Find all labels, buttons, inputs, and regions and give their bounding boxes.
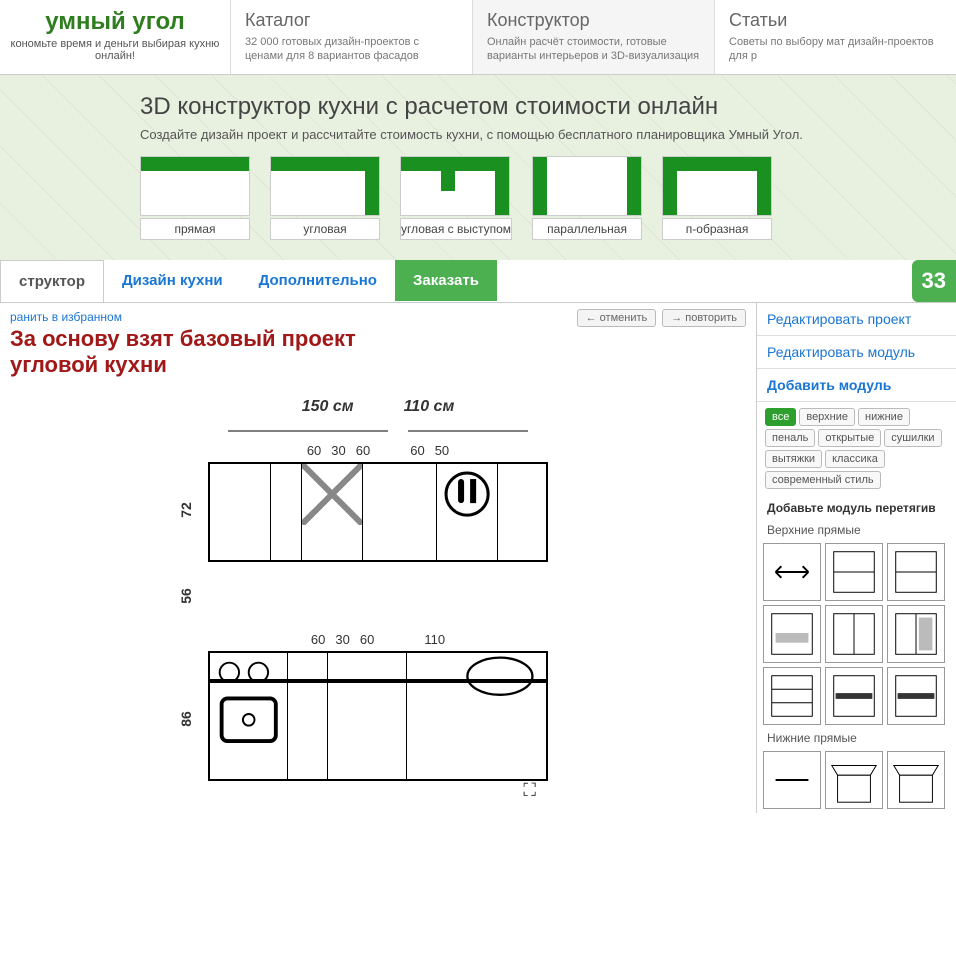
fullscreen-icon[interactable]: ⛶	[523, 780, 536, 801]
redo-button[interactable]: →повторить	[662, 309, 746, 327]
tab-order[interactable]: Заказать	[395, 260, 497, 301]
dim-h-upper: 72	[178, 503, 194, 519]
nav-articles[interactable]: Статьи Советы по выбору мат дизайн-проек…	[714, 0, 956, 74]
favorite-link[interactable]: ранить в избранном	[10, 310, 122, 324]
module-thumb[interactable]	[763, 751, 821, 809]
module-thumb[interactable]	[887, 543, 945, 601]
filter-open[interactable]: открытые	[818, 429, 881, 447]
hero-title: 3D конструктор кухни с расчетом стоимост…	[140, 93, 816, 121]
edit-module-link[interactable]: Редактировать модуль	[757, 336, 956, 369]
tabs: структор Дизайн кухни Дополнительно Зака…	[0, 260, 956, 303]
tab-design[interactable]: Дизайн кухни	[104, 260, 241, 301]
filter-hood[interactable]: вытяжки	[765, 450, 822, 468]
undo-icon: ←	[586, 312, 597, 324]
shape-corner-bump[interactable]: угловая с выступом	[400, 156, 512, 240]
main: ←отменить →повторить ранить в избранном …	[0, 303, 956, 813]
upper-thumbs	[757, 539, 956, 729]
module-thumb[interactable]	[887, 605, 945, 663]
upper-cabinets	[208, 462, 548, 562]
header: умный угол кономьте время и деньги выбир…	[0, 0, 956, 75]
section-upper: Верхние прямые	[757, 521, 956, 539]
filter-modern[interactable]: современный стиль	[765, 471, 881, 489]
canvas-area: ←отменить →повторить ранить в избранном …	[0, 303, 756, 813]
lower-cabinets	[208, 681, 548, 781]
kitchen-diagram[interactable]: 150 см 110 см 60 30 60 60 50 72 56	[208, 398, 548, 781]
hero-subtitle: Создайте дизайн проект и рассчитайте сто…	[140, 127, 816, 142]
module-thumb[interactable]	[825, 543, 883, 601]
filter-dryer[interactable]: сушилки	[884, 429, 941, 447]
filter-penal[interactable]: пеналь	[765, 429, 815, 447]
redo-icon: →	[671, 312, 682, 324]
module-thumb[interactable]	[763, 667, 821, 725]
filter-classic[interactable]: классика	[825, 450, 885, 468]
price-badge[interactable]: 33	[912, 260, 956, 302]
dim-h-lower: 86	[178, 712, 194, 728]
module-thumb[interactable]	[763, 543, 821, 601]
dim-h-gap: 56	[178, 589, 194, 605]
module-filters: все верхние нижние пеналь открытые сушил…	[757, 402, 956, 495]
logo-area: умный угол кономьте время и деньги выбир…	[0, 0, 230, 74]
modules-panel: Редактировать проект Редактировать модул…	[756, 303, 956, 813]
shape-picker: прямая угловая угловая с выступом паралл…	[140, 156, 816, 240]
annotation: За основу взят базовый проект угловой ку…	[10, 326, 746, 379]
nav-title: Каталог	[245, 10, 458, 31]
module-thumb[interactable]	[825, 751, 883, 809]
tab-constructor[interactable]: структор	[0, 260, 104, 302]
shape-parallel[interactable]: параллельная	[532, 156, 642, 240]
module-thumb[interactable]	[825, 667, 883, 725]
logo-subtitle: кономьте время и деньги выбирая кухню он…	[10, 38, 220, 62]
dim-top-1: 150 см	[302, 398, 354, 416]
shape-straight[interactable]: прямая	[140, 156, 250, 240]
logo[interactable]: умный угол	[10, 8, 220, 36]
undo-button[interactable]: ←отменить	[577, 309, 657, 327]
hero: 3D конструктор кухни с расчетом стоимост…	[0, 75, 956, 260]
nav-constructor[interactable]: Конструктор Онлайн расчёт стоимости, гот…	[472, 0, 714, 74]
nav-title: Конструктор	[487, 10, 700, 31]
module-thumb[interactable]	[887, 751, 945, 809]
nav-desc: Советы по выбору мат дизайн-проектов для…	[729, 35, 942, 64]
dim-top-2: 110 см	[404, 398, 455, 416]
edit-project-link[interactable]: Редактировать проект	[757, 303, 956, 336]
module-thumb[interactable]	[763, 605, 821, 663]
add-module-link[interactable]: Добавить модуль	[757, 369, 956, 402]
nav-title: Статьи	[729, 10, 942, 31]
nav-desc: Онлайн расчёт стоимости, готовые вариант…	[487, 35, 700, 64]
section-lower: Нижние прямые	[757, 729, 956, 747]
tab-extra[interactable]: Дополнительно	[241, 260, 395, 301]
lower-thumbs	[757, 747, 956, 813]
drag-instruction: Добавьте модуль перетягив	[757, 495, 956, 521]
shape-corner[interactable]: угловая	[270, 156, 380, 240]
filter-lower[interactable]: нижние	[858, 408, 910, 426]
nav-catalog[interactable]: Каталог 32 000 готовых дизайн-проектов с…	[230, 0, 472, 74]
shape-u[interactable]: п-образная	[662, 156, 772, 240]
filter-upper[interactable]: верхние	[799, 408, 855, 426]
module-thumb[interactable]	[825, 605, 883, 663]
module-thumb[interactable]	[887, 667, 945, 725]
filter-all[interactable]: все	[765, 408, 796, 426]
nav-desc: 32 000 готовых дизайн-проектов с ценами …	[245, 35, 458, 64]
